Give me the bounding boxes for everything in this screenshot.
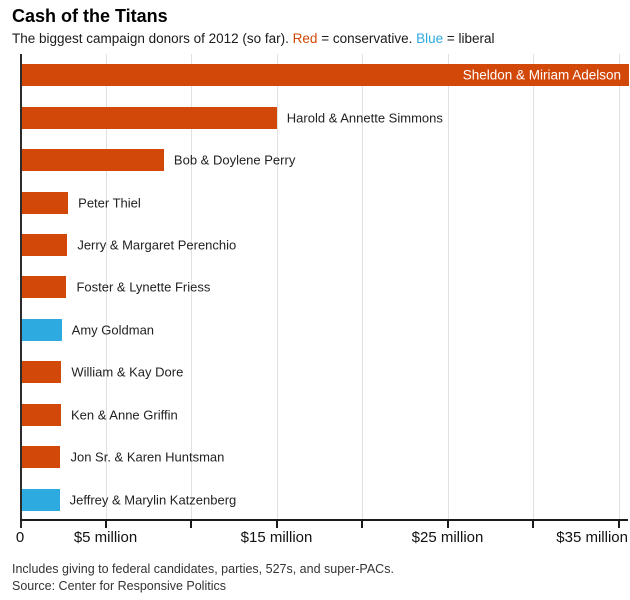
- bar-row: Sheldon & Miriam Adelson: [20, 54, 630, 96]
- bar: [22, 234, 68, 257]
- gridline: [276, 54, 278, 521]
- bar: [22, 276, 67, 299]
- bar-label: Bob & Doylene Perry: [173, 152, 296, 168]
- x-axis-label: $5 million: [73, 529, 138, 546]
- axis-tick: [446, 521, 449, 528]
- y-axis: [20, 54, 22, 528]
- x-axis-label: $35 million: [556, 529, 628, 546]
- bar-row: Peter Thiel: [20, 181, 628, 223]
- axis-tick: [361, 521, 363, 528]
- bar-label: Peter Thiel: [78, 195, 141, 211]
- chart-title: Cash of the Titans: [12, 6, 168, 26]
- axis-tick: [275, 521, 278, 528]
- bar-row: Jon Sr. & Karen Huntsman: [20, 436, 628, 478]
- gridline: [362, 54, 363, 521]
- x-axis-label: $15 million: [240, 529, 313, 546]
- bar-row: Harold & Annette Simmons: [20, 96, 628, 138]
- bar: [22, 191, 69, 214]
- bar-rows: Sheldon & Miriam Adelson Harold & Annette…: [20, 54, 630, 521]
- bar-row: Bob & Doylene Perry: [20, 139, 628, 181]
- subtitle-text: = conservative.: [317, 31, 417, 46]
- bar: [22, 403, 61, 426]
- axis-tick: [617, 521, 620, 528]
- bar: [22, 488, 60, 511]
- source-credit: Source: Center for Responsive Politics: [12, 579, 226, 593]
- x-axis-labels: 0 $5 million $15 million $25 million $35 mil…: [16, 529, 628, 549]
- bar-row: Jerry & Margaret Perenchio: [20, 224, 628, 266]
- bar: Sheldon & Miriam Adelson: [22, 64, 630, 87]
- axis-tick: [104, 521, 107, 528]
- bar: [22, 446, 61, 469]
- bar-label: Jerry & Margaret Perenchio: [77, 237, 237, 253]
- gridline: [191, 54, 192, 521]
- subtitle-text: The biggest campaign donors of 2012 (so …: [12, 31, 293, 46]
- bar-row: Amy Goldman: [20, 309, 628, 351]
- axis-tick: [190, 521, 192, 528]
- x-axis-label: 0: [15, 529, 25, 546]
- bar: [22, 361, 62, 384]
- bar: [22, 106, 277, 129]
- bar-label: Amy Goldman: [71, 322, 155, 338]
- legend-blue-word: Blue: [416, 31, 444, 46]
- gridline: [447, 54, 449, 521]
- bar-label: Harold & Annette Simmons: [286, 110, 443, 126]
- bar-label: Jeffrey & Marylin Katzenberg: [69, 492, 237, 508]
- subtitle-text: = liberal: [443, 31, 495, 46]
- chart-subtitle: The biggest campaign donors of 2012 (so …: [12, 31, 495, 46]
- bar-label: William & Kay Dore: [71, 364, 184, 380]
- plot-area: Sheldon & Miriam Adelson Harold & Annette…: [20, 54, 630, 528]
- bar-label: Jon Sr. & Karen Huntsman: [70, 449, 225, 465]
- gridline: [105, 54, 107, 521]
- bar-row: Ken & Anne Griffin: [20, 394, 628, 436]
- x-axis-label: $25 million: [411, 529, 484, 546]
- bar: [22, 318, 62, 341]
- bar-row: Foster & Lynette Friess: [20, 266, 628, 308]
- bar-row: Jeffrey & Marylin Katzenberg: [20, 479, 628, 521]
- bar-row: William & Kay Dore: [20, 351, 628, 393]
- footnote: Includes giving to federal candidates, p…: [12, 562, 394, 576]
- bar-label: Ken & Anne Griffin: [70, 407, 178, 423]
- bar-label: Sheldon & Miriam Adelson: [462, 67, 622, 83]
- axis-tick: [532, 521, 534, 528]
- gridline: [533, 54, 534, 521]
- bar: [22, 149, 164, 172]
- legend-red-word: Red: [292, 31, 318, 46]
- gridline: [618, 54, 620, 521]
- x-axis: [20, 519, 628, 521]
- bar-label: Foster & Lynette Friess: [76, 279, 211, 295]
